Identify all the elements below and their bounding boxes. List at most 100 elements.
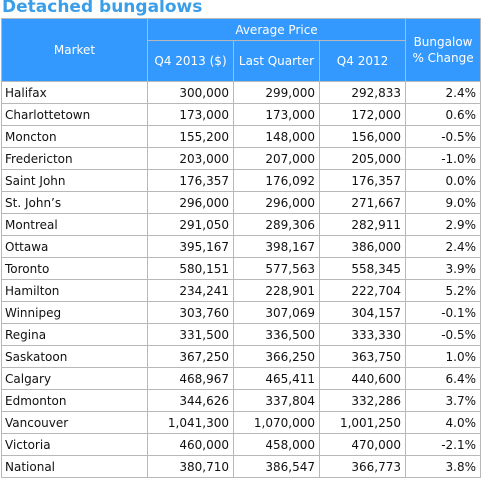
table-row: Moncton 155,200 148,000 156,000 -0.5% [1,125,481,148]
cell-q4-2012: 282,911 [318,213,407,236]
table-row: Edmonton 344,626 337,804 332,286 3.7% [1,389,481,412]
cell-q4-2013: 468,967 [147,367,234,390]
cell-market: Victoria [1,433,148,456]
cell-q4-2012: 440,600 [318,367,407,390]
cell-change: -0.1% [405,301,481,324]
cell-change: 9.0% [405,191,481,214]
cell-last-quarter: 465,411 [233,367,320,390]
table-row: Calgary 468,967 465,411 440,600 6.4% [1,367,481,390]
cell-last-quarter: 307,069 [233,301,320,324]
cell-q4-2013: 344,626 [147,389,234,412]
cell-market: Regina [1,323,148,346]
cell-change: -1.0% [405,147,481,170]
cell-market: Edmonton [1,389,148,412]
cell-q4-2013: 291,050 [147,213,234,236]
cell-last-quarter: 1,070,000 [233,411,320,434]
cell-q4-2013: 380,710 [147,455,234,478]
table-row: Hamilton 234,241 228,901 222,704 5.2% [1,279,481,302]
cell-q4-2012: 386,000 [318,235,407,258]
cell-q4-2013: 1,041,300 [147,411,234,434]
cell-change: 3.8% [405,455,481,478]
cell-change: 2.9% [405,213,481,236]
cell-q4-2013: 580,151 [147,257,234,280]
cell-market: Toronto [1,257,148,280]
cell-last-quarter: 289,306 [233,213,320,236]
cell-change: 2.4% [405,81,481,104]
header-q4-2013: Q4 2013 ($) [147,40,234,82]
cell-market: Montreal [1,213,148,236]
cell-market: Saskatoon [1,345,148,368]
table-row: Saskatoon 367,250 366,250 363,750 1.0% [1,345,481,368]
header-market: Market [1,18,148,82]
table-row: Saint John 176,357 176,092 176,357 0.0% [1,169,481,192]
cell-change: 2.4% [405,235,481,258]
cell-market: Halifax [1,81,148,104]
cell-q4-2013: 176,357 [147,169,234,192]
table-row: Winnipeg 303,760 307,069 304,157 -0.1% [1,301,481,324]
cell-market: Winnipeg [1,301,148,324]
cell-market: Calgary [1,367,148,390]
cell-market: National [1,455,148,478]
cell-q4-2013: 203,000 [147,147,234,170]
header-last-quarter: Last Quarter [233,40,320,82]
cell-q4-2012: 470,000 [318,433,407,456]
cell-market: Moncton [1,125,148,148]
cell-last-quarter: 148,000 [233,125,320,148]
cell-q4-2013: 367,250 [147,345,234,368]
cell-q4-2012: 271,667 [318,191,407,214]
price-table: Market Average Price Bungalow % Change Q… [1,18,481,478]
cell-q4-2013: 300,000 [147,81,234,104]
cell-last-quarter: 336,500 [233,323,320,346]
cell-q4-2012: 222,704 [318,279,407,302]
cell-change: 4.0% [405,411,481,434]
page-title: Detached bungalows [2,0,203,17]
cell-last-quarter: 228,901 [233,279,320,302]
table-row: Toronto 580,151 577,563 558,345 3.9% [1,257,481,280]
cell-last-quarter: 366,250 [233,345,320,368]
table-row: Charlottetown 173,000 173,000 172,000 0.6% [1,103,481,126]
table-header: Market Average Price Bungalow % Change Q… [1,18,481,82]
cell-change: 6.4% [405,367,481,390]
cell-q4-2013: 155,200 [147,125,234,148]
table-row: Vancouver 1,041,300 1,070,000 1,001,250 4.0% [1,411,481,434]
cell-change: -0.5% [405,323,481,346]
cell-q4-2012: 333,330 [318,323,407,346]
cell-last-quarter: 398,167 [233,235,320,258]
cell-change: -2.1% [405,433,481,456]
table-row: Regina 331,500 336,500 333,330 -0.5% [1,323,481,346]
table-row: Victoria 460,000 458,000 470,000 -2.1% [1,433,481,456]
cell-change: 3.7% [405,389,481,412]
cell-q4-2012: 205,000 [318,147,407,170]
cell-market: Fredericton [1,147,148,170]
cell-change: 0.0% [405,169,481,192]
cell-q4-2013: 173,000 [147,103,234,126]
cell-last-quarter: 173,000 [233,103,320,126]
cell-q4-2013: 303,760 [147,301,234,324]
cell-q4-2013: 296,000 [147,191,234,214]
cell-last-quarter: 176,092 [233,169,320,192]
cell-last-quarter: 458,000 [233,433,320,456]
table-row: Montreal 291,050 289,306 282,911 2.9% [1,213,481,236]
cell-market: Vancouver [1,411,148,434]
cell-change: 0.6% [405,103,481,126]
cell-market: Saint John [1,169,148,192]
cell-change: 3.9% [405,257,481,280]
cell-q4-2013: 395,167 [147,235,234,258]
cell-q4-2012: 156,000 [318,125,407,148]
header-q4-2012: Q4 2012 [318,40,407,82]
cell-market: Charlottetown [1,103,148,126]
cell-q4-2012: 304,157 [318,301,407,324]
cell-q4-2012: 172,000 [318,103,407,126]
header-change: Bungalow % Change [405,18,481,82]
cell-q4-2012: 176,357 [318,169,407,192]
cell-change: 5.2% [405,279,481,302]
cell-market: Ottawa [1,235,148,258]
cell-q4-2013: 331,500 [147,323,234,346]
cell-last-quarter: 299,000 [233,81,320,104]
table-row: St. John’s 296,000 296,000 271,667 9.0% [1,191,481,214]
cell-last-quarter: 577,563 [233,257,320,280]
table-row: Halifax 300,000 299,000 292,833 2.4% [1,81,481,104]
cell-q4-2012: 366,773 [318,455,407,478]
cell-market: St. John’s [1,191,148,214]
table-row: Ottawa 395,167 398,167 386,000 2.4% [1,235,481,258]
